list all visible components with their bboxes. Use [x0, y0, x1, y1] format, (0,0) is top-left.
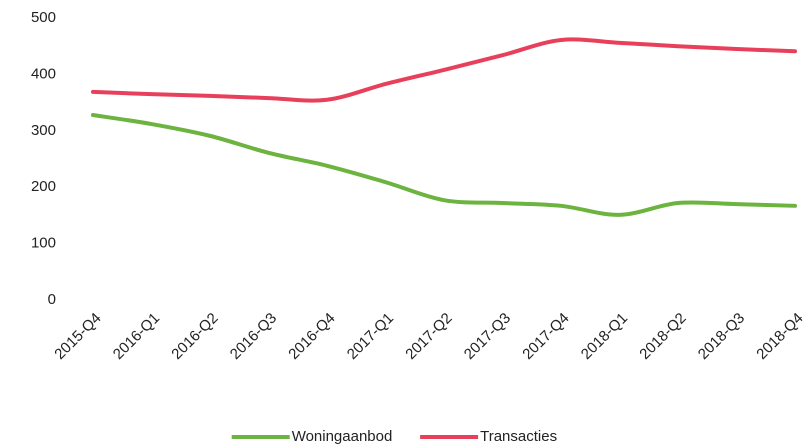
- x-tick-label: 2018-Q2: [636, 310, 689, 363]
- series-line: [91, 37, 797, 103]
- legend-label: Woningaanbod: [292, 428, 393, 445]
- series-line: [91, 113, 797, 217]
- y-tick-label: 0: [48, 291, 56, 308]
- x-tick-label: 2017-Q2: [402, 310, 455, 363]
- x-tick-label: 2016-Q3: [227, 310, 280, 363]
- y-tick-label: 500: [31, 9, 56, 26]
- x-tick-label: 2016-Q1: [110, 310, 163, 363]
- x-tick-label: 2017-Q1: [344, 310, 397, 363]
- x-tick-label: 2016-Q2: [168, 310, 221, 363]
- x-tick-label: 2017-Q3: [461, 310, 514, 363]
- legend-item: Woningaanbod: [231, 428, 393, 445]
- x-tick-label: 2018-Q4: [753, 310, 806, 363]
- x-tick-label: 2018-Q1: [578, 310, 631, 363]
- x-tick-label: 2015-Q4: [51, 310, 104, 363]
- x-tick-label: 2018-Q3: [695, 310, 748, 363]
- y-tick-label: 100: [31, 235, 56, 252]
- x-tick-label: 2016-Q4: [285, 310, 338, 363]
- y-tick-label: 400: [31, 65, 56, 82]
- legend-item: Transacties: [420, 428, 557, 445]
- y-tick-label: 200: [31, 178, 56, 195]
- y-tick-label: 300: [31, 122, 56, 139]
- legend-label: Transacties: [480, 428, 557, 445]
- x-tick-label: 2017-Q4: [519, 310, 572, 363]
